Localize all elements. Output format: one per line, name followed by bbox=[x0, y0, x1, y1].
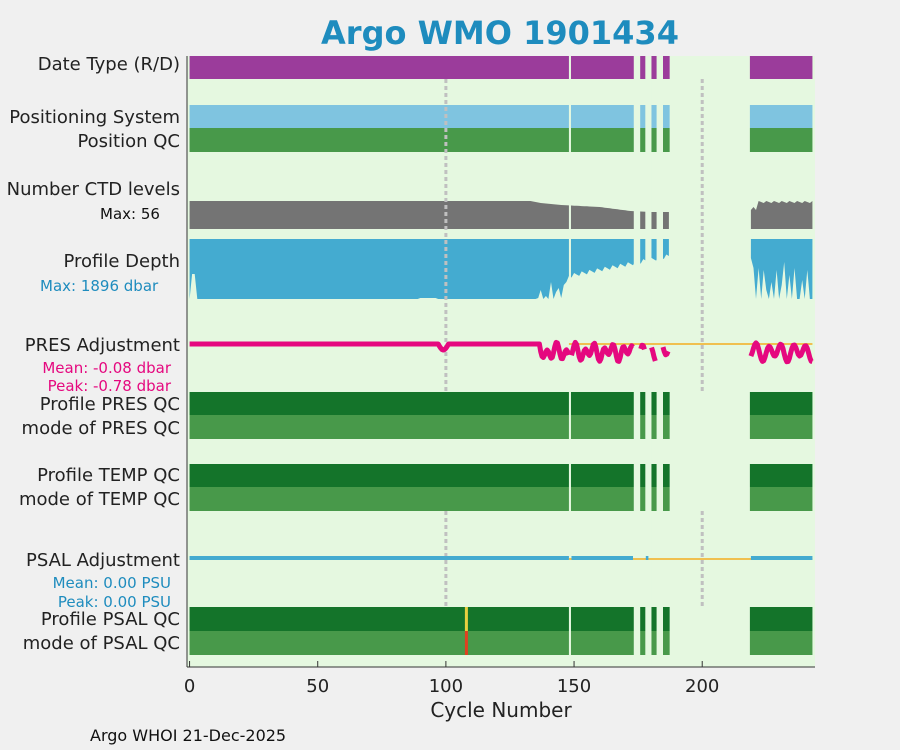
gap-columns bbox=[568, 56, 750, 667]
label-positioning-system: Positioning System bbox=[9, 107, 180, 128]
label-number-ctd-levels: Number CTD levels bbox=[7, 179, 180, 200]
label-pres-adjustment: PRES Adjustment bbox=[25, 335, 180, 356]
x-ticks: 0 50 100 150 200 bbox=[184, 661, 719, 697]
label-ctd-max: Max: 56 bbox=[100, 205, 160, 223]
label-date-type: Date Type (R/D) bbox=[38, 54, 180, 75]
label-position-qc: Position QC bbox=[77, 131, 180, 152]
pres-adjustment-trace-4 bbox=[660, 346, 671, 358]
gap-column-0 bbox=[568, 56, 571, 667]
gap-column-3 bbox=[656, 56, 663, 667]
x-tick-label-0: 0 bbox=[184, 676, 195, 697]
label-mode-temp-qc: mode of TEMP QC bbox=[19, 489, 180, 510]
ctd-levels-bars bbox=[189, 201, 669, 229]
overlay-lines bbox=[188, 79, 814, 655]
label-mode-pres-qc: mode of PRES QC bbox=[22, 418, 180, 439]
x-tick-label-150: 150 bbox=[557, 676, 591, 697]
label-profile-pres-qc: Profile PRES QC bbox=[40, 394, 180, 415]
chart-title: Argo WMO 1901434 bbox=[321, 14, 679, 52]
profile-depth-bars-recent bbox=[750, 239, 813, 299]
pres-adjustment-trace-1 bbox=[569, 339, 635, 364]
label-pres-mean: Mean: -0.08 dbar bbox=[42, 359, 172, 377]
gap-column-4 bbox=[669, 56, 750, 667]
footer-credit: Argo WHOI 21-Dec-2025 bbox=[90, 726, 286, 745]
label-pres-peak: Peak: -0.78 dbar bbox=[48, 377, 172, 395]
pres-adjustment-trace-2 bbox=[638, 342, 647, 351]
pres-adjustment-trace-recent bbox=[748, 340, 814, 365]
x-tick-label-100: 100 bbox=[429, 676, 463, 697]
x-axis-label: Cycle Number bbox=[430, 698, 572, 722]
psal-qc-flag-yellow bbox=[464, 607, 468, 631]
label-depth-max: Max: 1896 dbar bbox=[40, 277, 159, 295]
ctd-levels-bars-recent bbox=[750, 201, 813, 229]
label-mode-psal-qc: mode of PSAL QC bbox=[23, 633, 180, 654]
x-tick-label-200: 200 bbox=[685, 676, 719, 697]
x-tick-label-50: 50 bbox=[306, 676, 329, 697]
gap-column-2 bbox=[645, 56, 652, 667]
label-profile-psal-qc: Profile PSAL QC bbox=[41, 609, 180, 630]
pres-adjustment-trace-3 bbox=[649, 346, 658, 362]
label-psal-mean: Mean: 0.00 PSU bbox=[53, 574, 171, 592]
pres-adjustment-trace-0 bbox=[188, 339, 572, 362]
label-psal-peak: Peak: 0.00 PSU bbox=[58, 593, 171, 611]
profile-depth-bars bbox=[189, 239, 669, 299]
label-psal-adjustment: PSAL Adjustment bbox=[26, 550, 180, 571]
gap-column-1 bbox=[633, 56, 641, 667]
label-profile-temp-qc: Profile TEMP QC bbox=[37, 465, 180, 486]
psal-qc-flag-red bbox=[464, 631, 468, 655]
label-profile-depth: Profile Depth bbox=[63, 251, 180, 272]
